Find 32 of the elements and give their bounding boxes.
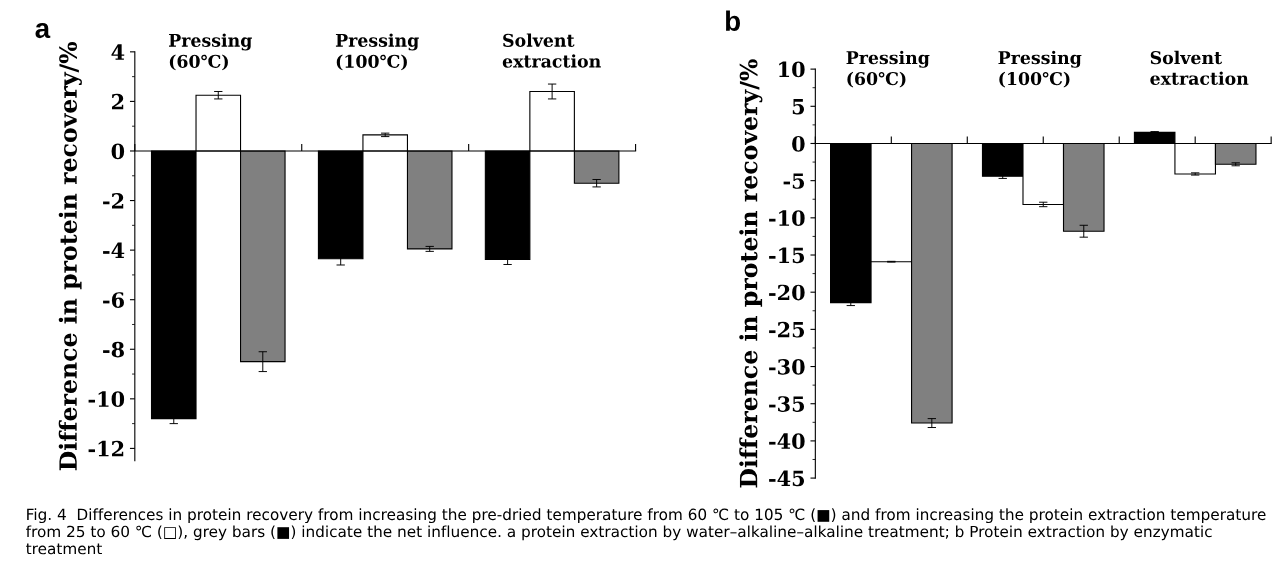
y-tick-label: -6 [103, 292, 124, 308]
y-tick-label: 10 [779, 61, 805, 78]
y-tick-label: 0 [111, 143, 125, 160]
y-tick-label: -10 [769, 210, 805, 227]
chart-title: b [726, 10, 741, 31]
y-tick-label: -30 [769, 359, 805, 375]
x-tick-label: Pressing (100℃) [335, 33, 419, 71]
y-tick-label: 2 [112, 93, 124, 110]
chart-title: a [35, 22, 51, 39]
y-tick-label: -8 [103, 341, 124, 358]
x-tick-label: Solvent extraction [502, 33, 601, 68]
x-tick-label: Pressing (60℃) [846, 50, 930, 88]
y-tick-label: -25 [769, 321, 805, 338]
y-tick-label: -2 [103, 193, 124, 209]
y-tick-label: -35 [769, 396, 805, 412]
y-tick-label: -10 [88, 391, 125, 408]
caption: Fig. 4 Differences in protein recovery from increasing the pre-dried temperature from 60 ℃ to 105 ℃ (■) and from increasing the protein extraction temperature from 25 to 60 ℃ (□), grey bars (■) indicate the net influence. a protein extraction by water–alkaline–alkaline treatment; b Protein extraction by enzymatic treatment [26, 508, 1266, 555]
y-tick-label: 5 [792, 99, 805, 115]
y-tick-label: -20 [769, 284, 805, 301]
y-tick-label: -40 [769, 433, 805, 450]
y-tick-label: 4 [111, 44, 125, 60]
y-tick-label: -5 [783, 173, 805, 189]
y-tick-label: -15 [769, 247, 805, 264]
y-tick-label: -4 [103, 242, 125, 259]
y-tick-label: 0 [792, 135, 805, 152]
y-axis-title: Difference in protein recovery/% [58, 41, 82, 471]
y-axis-title: Difference in protein recovery/% [739, 59, 763, 488]
x-tick-label: Pressing (100℃) [998, 50, 1082, 88]
x-tick-label: Pressing (60℃) [169, 33, 252, 71]
x-tick-label: Solvent extraction [1150, 50, 1249, 85]
y-tick-label: -45 [769, 470, 805, 487]
y-tick-label: -12 [88, 440, 124, 457]
